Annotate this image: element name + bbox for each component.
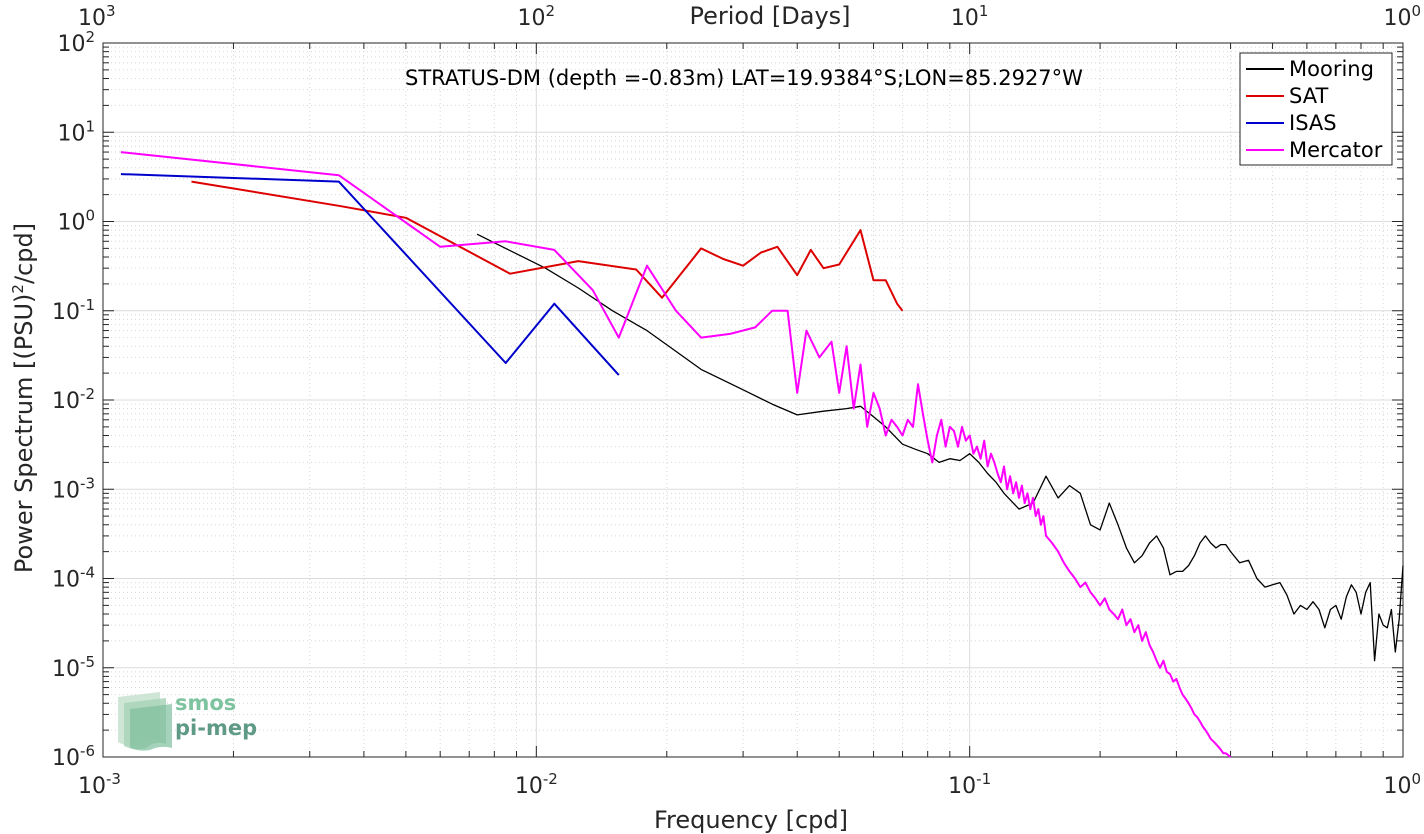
series-line-sat bbox=[191, 180, 904, 312]
y-tick-label: 10-4 bbox=[52, 564, 95, 593]
y-tick-label-exponent: 0 bbox=[85, 207, 95, 225]
x-axis-title: Frequency [cpd] bbox=[654, 806, 848, 834]
x-tick-label-exponent: -1 bbox=[976, 770, 991, 788]
legend-label-isas: ISAS bbox=[1289, 111, 1337, 135]
x-tick-label: 10-3 bbox=[78, 770, 121, 799]
y-tick-label-exponent: -4 bbox=[80, 564, 95, 582]
y-axis-title-tail: /cpd] bbox=[10, 223, 38, 284]
top-tick-label-base: 10 bbox=[951, 6, 979, 31]
y-tick-label-base: 10 bbox=[52, 746, 80, 771]
y-tick-label: 10-6 bbox=[52, 742, 95, 771]
major-grid bbox=[102, 42, 1404, 758]
series-lines bbox=[120, 151, 1404, 758]
y-tick-label-exponent: -1 bbox=[80, 296, 95, 314]
logo-text-smos: smos bbox=[175, 691, 236, 715]
top-x-tick-labels: 103 102 101 100 bbox=[78, 2, 1421, 31]
x-tick-label-exponent: -2 bbox=[543, 770, 558, 788]
y-axis-title-exponent: 2 bbox=[9, 284, 27, 294]
y-tick-label-base: 10 bbox=[57, 32, 85, 57]
legend-box bbox=[1239, 52, 1393, 166]
top-tick-label-base: 10 bbox=[1383, 6, 1411, 31]
y-tick-label-exponent: -3 bbox=[80, 474, 95, 492]
y-tick-label-base: 10 bbox=[57, 121, 85, 146]
x-tick-label-exponent: 0 bbox=[1411, 770, 1421, 788]
y-axis-title-main: Power Spectrum [(PSU) bbox=[10, 294, 38, 573]
top-tick-label-exponent: 1 bbox=[979, 2, 989, 20]
y-tick-label-base: 10 bbox=[57, 211, 85, 236]
top-tick-label-base: 10 bbox=[518, 6, 546, 31]
top-tick-label-base: 10 bbox=[78, 6, 106, 31]
top-tick-label: 102 bbox=[518, 2, 556, 31]
top-tick-label-exponent: 3 bbox=[106, 2, 116, 20]
y-tick-label-base: 10 bbox=[52, 657, 80, 682]
logo-text-pi-mep: pi-mep bbox=[175, 716, 257, 740]
top-tick-label: 103 bbox=[78, 2, 116, 31]
smos-pi-mep-logo: smos pi-mep bbox=[118, 691, 257, 751]
top-axis-title: Period [Days] bbox=[689, 2, 850, 30]
y-tick-label-exponent: -2 bbox=[80, 385, 95, 403]
y-tick-label-exponent: -5 bbox=[80, 653, 95, 671]
legend-label-mooring: Mooring bbox=[1289, 57, 1374, 81]
y-tick-label: 102 bbox=[57, 28, 95, 57]
chart-title: STRATUS-DM (depth =-0.83m) LAT=19.9384°S… bbox=[405, 66, 1083, 90]
legend: Mooring SAT ISAS Mercator bbox=[1239, 52, 1393, 166]
y-tick-label: 10-1 bbox=[52, 296, 95, 325]
x-tick-labels: 10-3 10-2 10-1 100 bbox=[78, 770, 1421, 799]
y-tick-label-exponent: 2 bbox=[85, 28, 95, 46]
y-tick-label: 100 bbox=[57, 207, 95, 236]
x-tick-label-base: 10 bbox=[515, 774, 543, 799]
series-line-isas bbox=[120, 173, 620, 376]
y-tick-label-base: 10 bbox=[52, 300, 80, 325]
x-tick-label: 10-2 bbox=[515, 770, 558, 799]
top-tick-label-exponent: 2 bbox=[546, 2, 556, 20]
x-tick-label: 100 bbox=[1383, 770, 1421, 799]
y-tick-label: 10-3 bbox=[52, 474, 95, 503]
y-tick-label: 101 bbox=[57, 117, 95, 146]
y-tick-label-base: 10 bbox=[52, 389, 80, 414]
top-tick-label-exponent: 0 bbox=[1411, 2, 1421, 20]
y-axis-title: Power Spectrum [(PSU)2/cpd] bbox=[9, 223, 38, 573]
y-tick-label: 10-2 bbox=[52, 385, 95, 414]
y-tick-label: 10-5 bbox=[52, 653, 95, 682]
y-tick-label-base: 10 bbox=[52, 478, 80, 503]
x-tick-label-base: 10 bbox=[948, 774, 976, 799]
y-tick-label-exponent: 1 bbox=[85, 117, 95, 135]
legend-label-mercator: Mercator bbox=[1289, 138, 1383, 162]
y-tick-label-exponent: -6 bbox=[80, 742, 95, 760]
legend-label-sat: SAT bbox=[1289, 84, 1328, 108]
x-tick-label: 10-1 bbox=[948, 770, 991, 799]
series-line-mooring bbox=[476, 233, 1404, 662]
x-tick-label-base: 10 bbox=[1383, 774, 1411, 799]
logo-mark-icon bbox=[118, 692, 172, 751]
series-line-mercator bbox=[120, 151, 1232, 758]
x-tick-label-base: 10 bbox=[78, 774, 106, 799]
top-tick-label: 101 bbox=[951, 2, 989, 31]
y-tick-label-base: 10 bbox=[52, 568, 80, 593]
x-tick-label-exponent: -3 bbox=[106, 770, 121, 788]
top-tick-label: 100 bbox=[1383, 2, 1421, 31]
